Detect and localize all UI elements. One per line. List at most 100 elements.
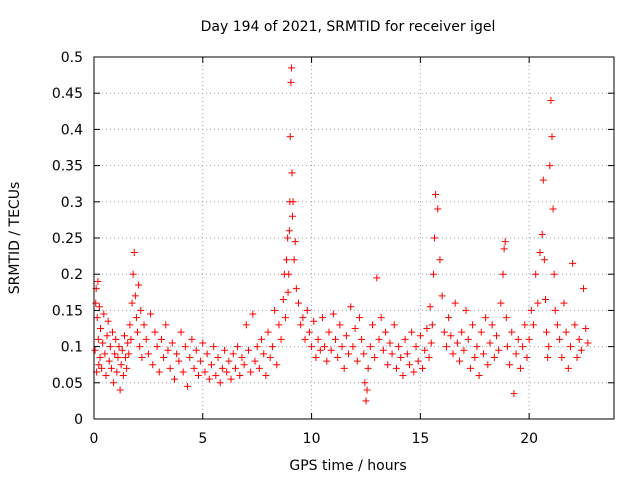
data-point (416, 332, 424, 340)
data-point (149, 361, 157, 369)
y-tick-label: 0.45 (52, 86, 83, 102)
data-point (134, 328, 142, 336)
data-point (469, 321, 477, 329)
data-point (525, 335, 533, 343)
data-point (508, 328, 516, 336)
data-point (107, 364, 115, 372)
data-point (355, 314, 363, 322)
data-point (321, 343, 329, 351)
data-point (303, 306, 311, 314)
data-point (275, 321, 283, 329)
data-point (122, 353, 130, 361)
y-axis-label: SRMTID / TECUs (7, 182, 23, 295)
data-point (95, 303, 103, 311)
data-point (471, 353, 479, 361)
data-point (197, 357, 205, 365)
data-point (466, 364, 474, 372)
data-point (225, 357, 233, 365)
data-point (584, 339, 592, 347)
data-point (175, 357, 183, 365)
data-point (318, 314, 326, 322)
x-tick-label: 15 (411, 431, 429, 447)
data-point (168, 339, 176, 347)
data-point (137, 306, 145, 314)
data-point (486, 339, 494, 347)
data-point (458, 328, 466, 336)
data-point (285, 270, 293, 278)
data-point (295, 299, 303, 307)
data-point (201, 368, 209, 376)
data-point (216, 379, 224, 387)
data-point (151, 328, 159, 336)
data-point (98, 364, 106, 372)
data-point (553, 321, 561, 329)
data-point (102, 372, 110, 380)
data-point (92, 299, 100, 307)
data-point (155, 368, 163, 376)
data-point (291, 238, 299, 246)
data-point (353, 357, 361, 365)
y-axis-ticks: 0 0.05 0.1 0.15 0.2 0.25 0.3 0.35 0.4 0.45 0.5 (52, 50, 614, 428)
x-tick-label: 20 (520, 431, 538, 447)
data-point (484, 361, 492, 369)
data-point (547, 96, 555, 104)
data-point (495, 346, 503, 354)
data-point (366, 343, 374, 351)
data-point (368, 321, 376, 329)
data-point (125, 350, 133, 358)
data-point (395, 343, 403, 351)
y-tick-label: 0.15 (52, 303, 83, 319)
data-point (281, 314, 289, 322)
data-point (288, 169, 296, 177)
data-point (277, 335, 285, 343)
data-point (251, 357, 259, 365)
data-point (119, 372, 127, 380)
data-point (247, 368, 255, 376)
data-point (473, 343, 481, 351)
x-axis-label: GPS time / hours (289, 458, 406, 474)
data-point (453, 339, 461, 347)
data-point (142, 335, 150, 343)
data-point (434, 205, 442, 213)
data-point (527, 306, 535, 314)
data-point (426, 303, 434, 311)
data-point (364, 364, 372, 372)
data-point (519, 343, 527, 351)
data-point (91, 346, 99, 354)
data-point (347, 303, 355, 311)
data-point (432, 191, 440, 199)
y-tick-label: 0 (74, 412, 83, 428)
data-point (129, 270, 137, 278)
data-point (408, 328, 416, 336)
data-point (308, 343, 316, 351)
data-point (283, 256, 291, 264)
data-point (377, 314, 385, 322)
data-point (271, 306, 279, 314)
data-point (360, 350, 368, 358)
data-point (550, 270, 558, 278)
x-tick-label: 5 (198, 431, 207, 447)
data-point (539, 176, 547, 184)
data-point (126, 321, 134, 329)
data-point (316, 346, 324, 354)
data-point (544, 353, 552, 361)
data-point (538, 230, 546, 238)
data-point (482, 314, 490, 322)
data-point (135, 281, 143, 289)
data-point (100, 310, 108, 318)
data-point (177, 328, 185, 336)
data-point (438, 292, 446, 300)
data-point (363, 386, 371, 394)
data-point (285, 227, 293, 235)
data-point (310, 317, 318, 325)
data-point (131, 292, 139, 300)
data-point (440, 328, 448, 336)
data-point (384, 361, 392, 369)
grid-lines (94, 57, 614, 419)
data-point (388, 350, 396, 358)
data-point (288, 64, 296, 72)
data-point (94, 335, 102, 343)
y-tick-label: 0.25 (52, 231, 83, 247)
data-point (427, 339, 435, 347)
data-point (192, 346, 200, 354)
